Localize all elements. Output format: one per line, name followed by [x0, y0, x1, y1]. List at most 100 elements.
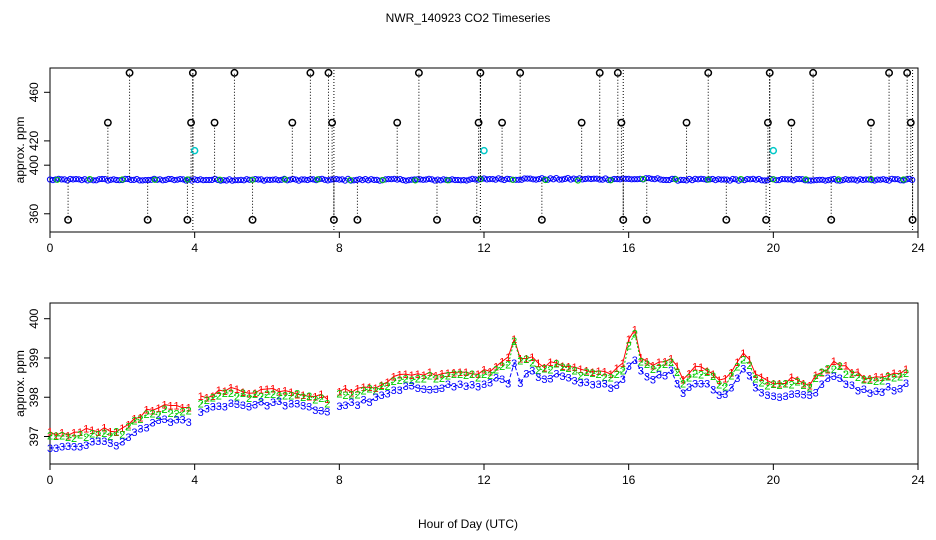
series-marker: 1 [306, 391, 312, 403]
baseline-point [405, 177, 412, 184]
series-marker: 2 [366, 383, 372, 395]
series-marker: 3 [180, 414, 186, 426]
series-marker: 3 [210, 402, 216, 414]
series-marker: 3 [831, 371, 837, 383]
series-marker: 3 [740, 363, 746, 375]
series-marker: 1 [95, 427, 101, 439]
series-marker: 2 [409, 375, 415, 387]
baseline-point [657, 176, 664, 183]
series-marker: 3 [770, 391, 776, 403]
spike-point [704, 68, 713, 77]
series-marker: 2 [650, 364, 656, 376]
baseline-point [593, 175, 600, 182]
series-marker: 3 [493, 373, 499, 385]
baseline-point [399, 177, 407, 184]
series-marker: 3 [252, 399, 258, 411]
baseline-point [368, 176, 375, 183]
series-marker: 2 [155, 410, 161, 422]
series-marker: 1 [674, 361, 680, 373]
series-marker: 3 [113, 441, 119, 453]
series-marker: 2 [487, 370, 493, 382]
series-marker: 3 [403, 381, 409, 393]
series-marker: 2 [813, 373, 819, 385]
chart-title: NWR_140923 CO2 Timeseries [386, 11, 551, 25]
series-marker: 1 [421, 370, 427, 382]
spike-point [143, 215, 152, 224]
baseline-point [394, 176, 401, 183]
series-marker: 3 [746, 371, 752, 383]
baseline-point [660, 176, 667, 183]
series-marker: 3 [825, 373, 831, 385]
baseline-point [70, 176, 77, 183]
series-marker: 3 [789, 389, 795, 401]
spike-point [230, 68, 239, 77]
series-marker: 1 [614, 363, 620, 375]
baseline-point [871, 177, 878, 184]
spike-point [183, 215, 192, 224]
baseline-point [217, 177, 224, 184]
baseline-point [133, 176, 140, 183]
series-marker: 1 [535, 358, 541, 370]
series-marker: 3 [481, 379, 487, 391]
series-line [49, 408, 189, 439]
series-marker: 2 [385, 381, 391, 393]
baseline-point [469, 175, 476, 182]
baseline-point [692, 175, 699, 182]
baseline-point [385, 176, 392, 183]
baseline-point [857, 176, 864, 183]
baseline-point [747, 176, 754, 183]
cyan-point [190, 146, 199, 155]
series-marker: 2 [571, 365, 577, 377]
series-marker: 1 [807, 380, 813, 392]
baseline-point [182, 177, 190, 184]
baseline-point [168, 176, 175, 183]
series-marker: 1 [499, 356, 505, 368]
baseline-point [877, 176, 884, 183]
series-marker: 2 [614, 369, 620, 381]
spike-point [809, 68, 818, 77]
series-marker: 3 [602, 378, 608, 390]
series-marker: 1 [348, 388, 354, 400]
spike-point [353, 215, 362, 224]
series-marker: 2 [891, 373, 897, 385]
spike-point [906, 118, 915, 127]
baseline-point [778, 176, 786, 183]
baseline-point [784, 176, 791, 183]
spike-point [433, 215, 441, 224]
baseline-green-point [151, 176, 158, 183]
x-axis-label: Hour of Day (UTC) [418, 517, 518, 531]
bottom-y-tick-label: 399 [27, 348, 41, 368]
baseline-point [524, 175, 531, 182]
series-marker: 2 [131, 415, 137, 427]
baseline-point [55, 175, 62, 182]
series-marker: 3 [752, 382, 758, 394]
baseline-point [336, 176, 343, 183]
series-marker: 2 [553, 359, 559, 371]
series-marker: 3 [728, 383, 734, 395]
series-marker: 2 [493, 365, 499, 377]
series-marker: 2 [746, 360, 752, 372]
baseline-point [836, 177, 844, 184]
baseline-point [454, 176, 462, 184]
series-marker: 1 [101, 423, 107, 435]
baseline-point [538, 175, 546, 182]
series-marker: 3 [348, 397, 354, 409]
baseline-point [697, 175, 705, 182]
series-marker: 2 [222, 388, 228, 400]
baseline-point [559, 176, 566, 183]
baseline-green-point [770, 176, 777, 183]
baseline-point [614, 176, 621, 183]
series-marker: 2 [632, 329, 638, 341]
series-marker: 1 [131, 414, 137, 426]
series-line [49, 404, 189, 436]
bottom-x-tick-label: 12 [477, 473, 491, 487]
series-marker: 2 [294, 388, 300, 400]
bottom-x-tick-label: 16 [622, 473, 636, 487]
series-marker: 1 [632, 325, 638, 337]
spike-point [722, 215, 731, 224]
series-marker: 2 [101, 428, 107, 440]
series-marker: 3 [801, 389, 807, 401]
baseline-point [874, 176, 881, 183]
series-marker: 2 [71, 433, 77, 445]
